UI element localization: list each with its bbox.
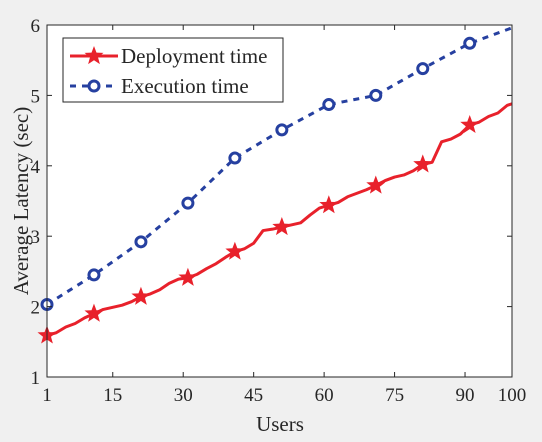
y-tick-label: 5 xyxy=(31,86,41,107)
x-tick-label: 60 xyxy=(315,385,334,406)
data-point-execution-circle xyxy=(416,62,430,76)
legend-box xyxy=(62,37,284,103)
legend-marker-deployment xyxy=(84,46,104,65)
data-point-execution-circle xyxy=(463,36,477,50)
data-point-deployment-star xyxy=(413,154,433,173)
legend-label-deployment: Deployment time xyxy=(121,44,267,68)
legend: Deployment time Execution time xyxy=(62,37,284,103)
y-tick-label: 4 xyxy=(31,157,41,178)
data-point-deployment-star xyxy=(272,217,292,236)
x-axis-ticks: 1 15 30 45 60 75 90 100 xyxy=(42,25,526,406)
y-tick-label: 2 xyxy=(31,298,41,319)
plot-frame xyxy=(46,24,513,378)
data-point-deployment-star xyxy=(131,286,151,305)
x-tick-label: 100 xyxy=(498,385,527,406)
x-tick-label: 90 xyxy=(456,385,475,406)
data-point-deployment-star xyxy=(460,114,480,134)
y-tick-label: 1 xyxy=(31,368,41,389)
data-point-execution-circle xyxy=(134,235,148,249)
data-point-execution-circle xyxy=(87,268,101,282)
data-point-execution-circle xyxy=(322,98,336,112)
data-point-deployment-star xyxy=(84,303,104,322)
data-point-execution-circle xyxy=(369,88,383,102)
x-tick-label: 75 xyxy=(385,385,404,406)
data-point-deployment-star xyxy=(225,241,245,260)
x-tick-label: 15 xyxy=(103,385,122,406)
legend-marker-execution xyxy=(87,79,101,93)
y-tick-label: 3 xyxy=(31,227,41,248)
data-point-deployment-star xyxy=(178,267,198,286)
data-point-deployment-star xyxy=(366,175,386,194)
y-tick-label: 6 xyxy=(31,16,41,37)
x-tick-label: 45 xyxy=(244,385,263,406)
data-point-execution-circle xyxy=(181,196,195,210)
legend-label-execution: Execution time xyxy=(121,74,249,98)
data-point-execution-circle xyxy=(275,123,289,137)
data-point-deployment-star xyxy=(319,195,339,214)
x-tick-label: 1 xyxy=(42,385,52,406)
data-point-execution-circle xyxy=(228,151,242,165)
x-axis-title: Users xyxy=(256,412,304,436)
y-axis-title: Average Latency (sec) xyxy=(9,107,33,296)
x-tick-label: 30 xyxy=(174,385,193,406)
y-axis-ticks: 1 2 3 4 5 6 xyxy=(31,16,512,389)
